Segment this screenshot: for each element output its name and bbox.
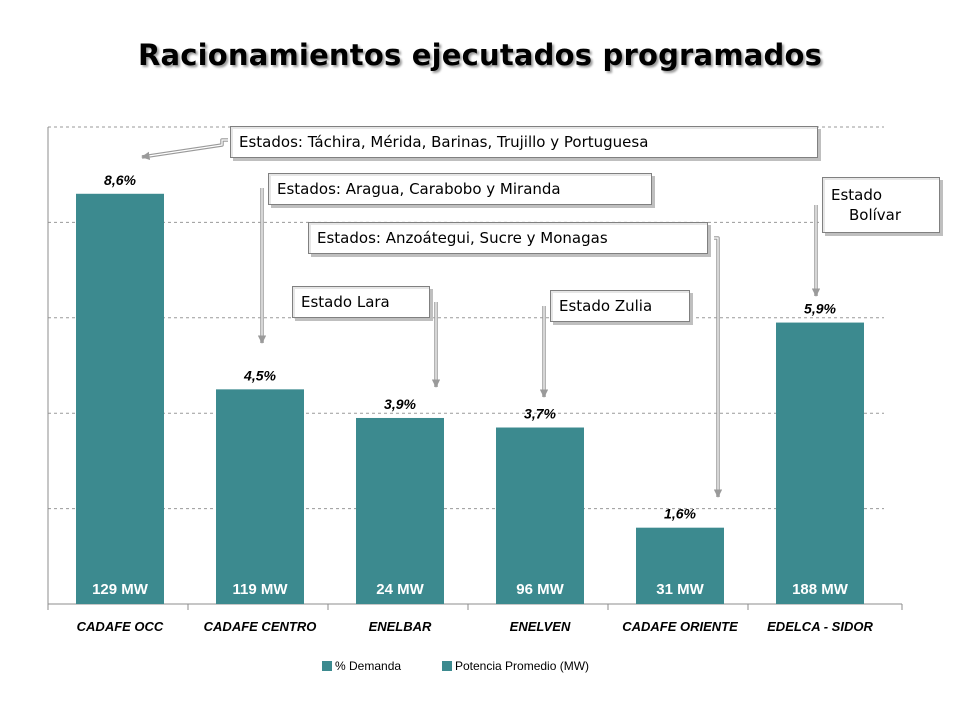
bar	[776, 322, 864, 604]
bar	[496, 427, 584, 604]
legend-label: Potencia Promedio (MW)	[455, 659, 589, 673]
callout-zulia: Estado Zulia	[550, 290, 690, 322]
x-tick-label: CADAFE ORIENTE	[622, 619, 738, 634]
callout-bolivar: Estado Bolívar	[822, 177, 940, 233]
bar	[76, 193, 164, 604]
data-label-mw: 119 MW	[232, 581, 288, 598]
data-label-percent: 3,7%	[524, 406, 556, 422]
legend-label: % Demanda	[335, 659, 401, 673]
callout-bolivar-line2: Bolívar	[849, 206, 902, 224]
data-label-mw: 96 MW	[516, 581, 564, 598]
data-label-mw: 188 MW	[792, 581, 849, 598]
callout-bolivar-line1: Estado	[831, 186, 883, 204]
legend-swatch	[322, 661, 332, 671]
data-label-mw: 129 MW	[92, 581, 149, 598]
x-tick-label: ENELVEN	[510, 619, 571, 634]
data-label-percent: 8,6%	[104, 172, 136, 188]
data-label-percent: 5,9%	[804, 301, 836, 317]
data-label-percent: 1,6%	[664, 506, 696, 522]
arrow-cadafe-occ-inner	[141, 139, 228, 161]
data-label-percent: 4,5%	[243, 367, 276, 383]
bar	[636, 527, 724, 604]
callout-lara: Estado Lara	[292, 286, 430, 318]
chart-title: Racionamientos ejecutados programados	[137, 38, 823, 72]
data-label-mw: 24 MW	[376, 581, 424, 598]
arrow-cadafe-occ	[141, 138, 228, 159]
x-tick-label: CADAFE OCC	[77, 619, 164, 634]
data-label-percent: 3,9%	[384, 396, 416, 412]
x-tick-label: EDELCA - SIDOR	[767, 619, 873, 634]
callout-anzoategui: Estados: Anzoátegui, Sucre y Monagas	[308, 222, 708, 254]
legend-swatch	[442, 661, 452, 671]
callout-aragua: Estados: Aragua, Carabobo y Miranda	[268, 173, 652, 205]
callout-tachira: Estados: Táchira, Mérida, Barinas, Truji…	[230, 126, 818, 158]
x-tick-label: ENELBAR	[369, 619, 432, 634]
data-label-mw: 31 MW	[656, 581, 704, 598]
bar	[216, 389, 304, 604]
arrow-cadafe-oriente-inner	[713, 237, 723, 498]
bar	[356, 417, 444, 604]
x-tick-label: CADAFE CENTRO	[204, 619, 317, 634]
